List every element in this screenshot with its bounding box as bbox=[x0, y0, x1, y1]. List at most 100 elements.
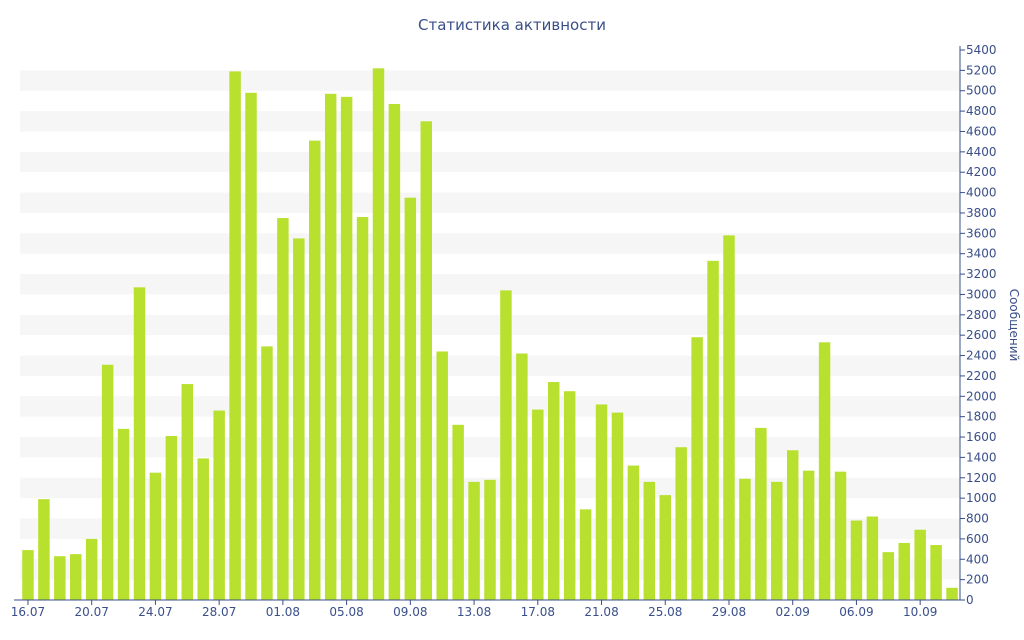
x-tick-label: 10.09 bbox=[903, 605, 937, 619]
y-tick-label: 4800 bbox=[966, 104, 997, 118]
bar bbox=[277, 218, 289, 601]
x-tick-label: 17.08 bbox=[521, 605, 555, 619]
bar bbox=[261, 346, 273, 600]
bar bbox=[149, 472, 162, 600]
y-tick-label: 2000 bbox=[966, 389, 997, 403]
y-tick-label: 1200 bbox=[966, 471, 997, 485]
bar bbox=[54, 556, 66, 600]
x-tick-label: 09.08 bbox=[393, 605, 427, 619]
bar bbox=[675, 447, 687, 600]
bar bbox=[627, 465, 640, 600]
grid-band bbox=[20, 192, 960, 213]
bar bbox=[484, 479, 496, 600]
bar bbox=[436, 351, 448, 600]
y-tick-label: 4000 bbox=[966, 186, 997, 200]
bar bbox=[420, 121, 433, 600]
bar bbox=[882, 552, 895, 600]
bar bbox=[579, 509, 592, 600]
bar bbox=[595, 404, 608, 600]
bar bbox=[340, 96, 353, 600]
y-tick-label: 3200 bbox=[966, 267, 997, 281]
bar bbox=[293, 238, 305, 601]
y-tick-label: 2200 bbox=[966, 369, 997, 383]
bar bbox=[755, 427, 767, 600]
y-tick-label: 3000 bbox=[966, 287, 997, 301]
x-tick-label: 01.08 bbox=[266, 605, 300, 619]
bar bbox=[500, 290, 512, 600]
bar bbox=[786, 450, 799, 600]
bar bbox=[516, 353, 528, 600]
bar bbox=[85, 538, 98, 600]
y-axis: 0 200 400 600 800 1000 1200 1400 1600 1800 2000 220… bbox=[959, 43, 997, 607]
x-tick-label: 13.08 bbox=[457, 605, 491, 619]
bar bbox=[197, 458, 209, 600]
bar bbox=[133, 287, 146, 600]
bar bbox=[547, 382, 560, 600]
y-tick-label: 4600 bbox=[966, 124, 997, 138]
y-tick-label: 5000 bbox=[966, 84, 997, 98]
x-tick-label: 16.07 bbox=[11, 605, 45, 619]
y-tick-label: 1400 bbox=[966, 450, 997, 464]
y-tick-label: 600 bbox=[966, 532, 989, 546]
bar bbox=[834, 471, 847, 600]
y-tick-label: 2800 bbox=[966, 308, 997, 322]
y-axis-title: Сообщений bbox=[1007, 289, 1021, 362]
x-tick-label: 28.07 bbox=[202, 605, 236, 619]
y-tick-label: 3600 bbox=[966, 226, 997, 240]
bar bbox=[101, 364, 114, 600]
y-tick-label: 3400 bbox=[966, 247, 997, 261]
bar bbox=[866, 516, 879, 600]
bar bbox=[818, 342, 831, 600]
bar bbox=[388, 103, 401, 601]
bar bbox=[850, 520, 863, 600]
bar bbox=[356, 217, 369, 600]
bar bbox=[117, 428, 130, 600]
bar bbox=[165, 436, 178, 600]
bar bbox=[468, 481, 480, 600]
bar bbox=[643, 481, 656, 600]
bar bbox=[611, 412, 624, 600]
bar bbox=[707, 260, 719, 600]
y-tick-label: 4400 bbox=[966, 145, 997, 159]
y-tick-label: 5200 bbox=[966, 63, 997, 77]
y-tick-label: 1800 bbox=[966, 410, 997, 424]
x-tick-label: 21.08 bbox=[584, 605, 618, 619]
y-tick-label: 1600 bbox=[966, 430, 997, 444]
y-tick-label: 800 bbox=[966, 512, 989, 526]
bar bbox=[22, 550, 34, 600]
x-tick-label: 20.07 bbox=[75, 605, 109, 619]
y-tick-label: 1000 bbox=[966, 491, 997, 505]
y-tick-label: 2600 bbox=[966, 328, 997, 342]
bar bbox=[213, 410, 225, 600]
bar bbox=[723, 235, 735, 601]
bar bbox=[309, 140, 321, 601]
bar bbox=[946, 587, 958, 600]
x-tick-label: 02.09 bbox=[776, 605, 810, 619]
bar bbox=[771, 481, 783, 600]
bar bbox=[245, 92, 257, 601]
bar bbox=[898, 542, 910, 600]
grid-band bbox=[20, 233, 960, 254]
bar bbox=[914, 529, 926, 600]
bar bbox=[452, 424, 464, 600]
y-tick-label: 0 bbox=[966, 593, 974, 607]
x-tick-label: 06.09 bbox=[839, 605, 873, 619]
bar bbox=[229, 71, 241, 600]
bar bbox=[659, 495, 671, 600]
bar bbox=[404, 197, 417, 600]
grid-band bbox=[20, 151, 960, 173]
grid-band bbox=[20, 314, 960, 336]
bar bbox=[324, 93, 337, 600]
y-tick-label: 5400 bbox=[966, 43, 997, 57]
x-tick-label: 25.08 bbox=[648, 605, 682, 619]
bar bbox=[532, 409, 544, 600]
y-tick-label: 2400 bbox=[966, 349, 997, 363]
grid-band bbox=[20, 274, 960, 295]
bar bbox=[691, 337, 703, 600]
bar bbox=[372, 68, 385, 601]
bars-group bbox=[22, 68, 958, 601]
bar bbox=[563, 391, 576, 600]
chart-title: Статистика активности bbox=[418, 16, 606, 34]
